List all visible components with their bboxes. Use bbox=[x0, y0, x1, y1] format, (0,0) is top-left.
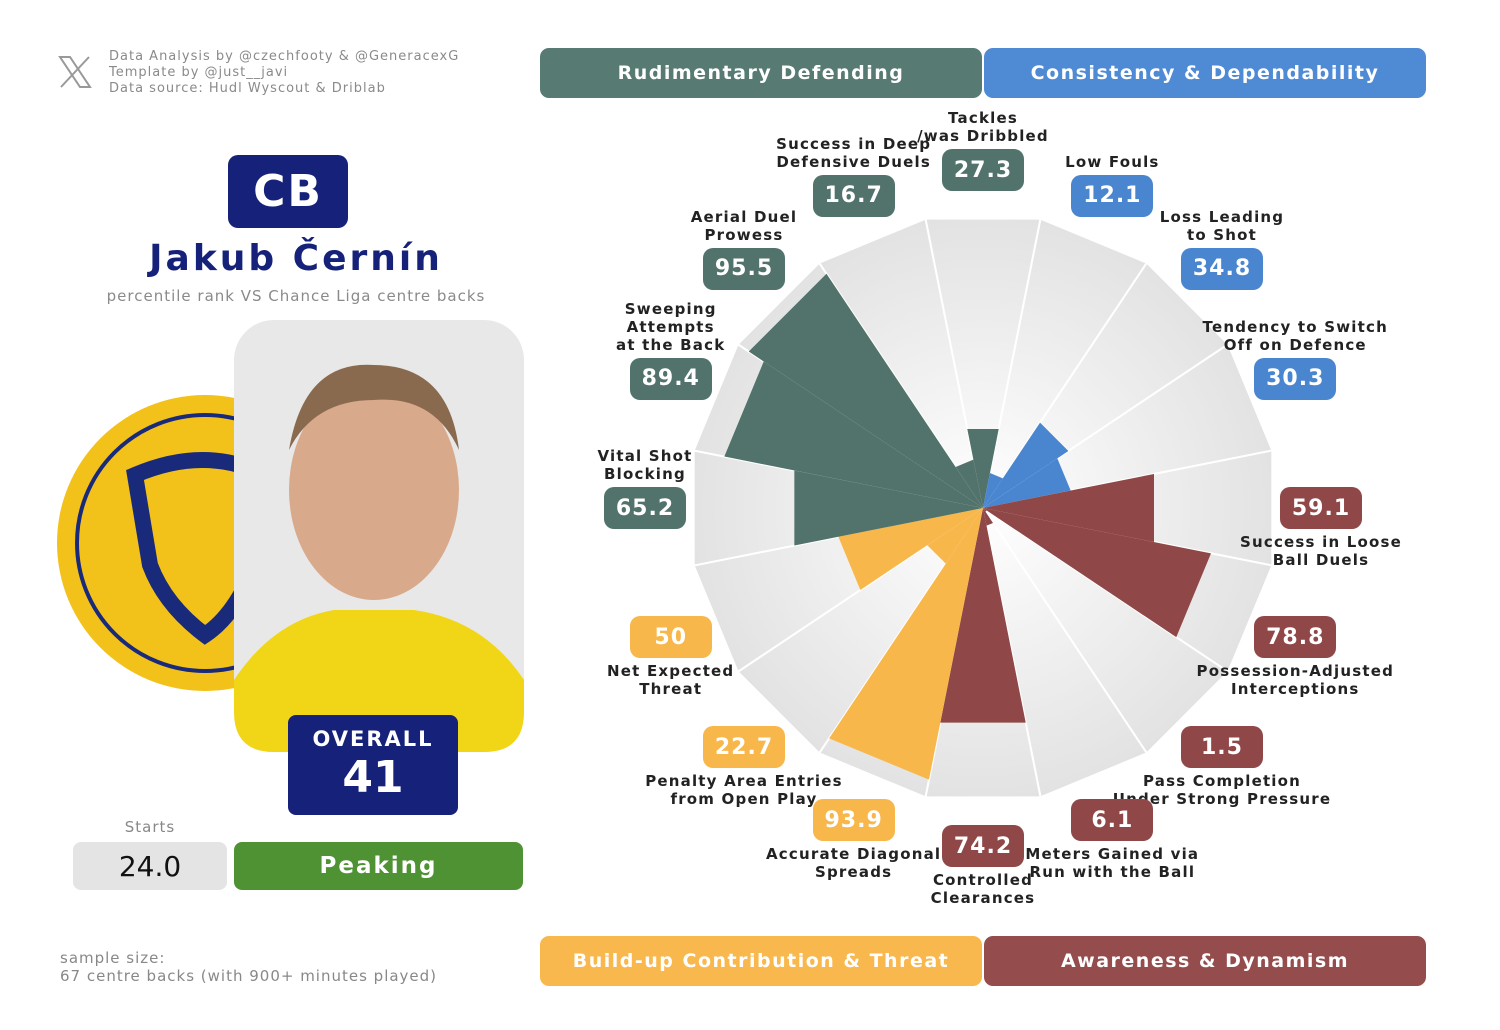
category-label: Tendency to Switch Off on Defence bbox=[1202, 317, 1388, 354]
category-label: Controlled Clearances bbox=[930, 871, 1036, 907]
slice-background bbox=[817, 217, 984, 509]
value-label: 34.8 bbox=[1181, 247, 1263, 290]
position-badge: CB bbox=[228, 155, 348, 228]
category-label: Possession-Adjusted Interceptions bbox=[1196, 662, 1395, 699]
value-label: 1.5 bbox=[1181, 726, 1263, 768]
value-label: 16.7 bbox=[812, 174, 895, 217]
value-label: 59.1 bbox=[1280, 487, 1362, 529]
value-label: 89.4 bbox=[629, 357, 712, 400]
slice bbox=[940, 508, 1026, 723]
overall-box bbox=[288, 715, 458, 815]
slice bbox=[983, 508, 987, 512]
category-label: Penalty Area Entries from Open Play bbox=[645, 772, 843, 808]
overall-value: 41 bbox=[342, 752, 404, 803]
x-logo bbox=[58, 56, 92, 88]
value-label: 27.3 bbox=[942, 149, 1024, 191]
slice bbox=[955, 459, 983, 508]
slice bbox=[838, 508, 983, 590]
sample-text: 67 centre backs (with 900+ minutes playe… bbox=[60, 967, 438, 985]
credit: Data Analysis by @czechfooty & @Generace… bbox=[109, 49, 460, 64]
overall-label: OVERALL bbox=[312, 727, 434, 751]
sample-text: sample size: bbox=[60, 949, 166, 967]
slice bbox=[983, 508, 1211, 638]
value-label: 95.5 bbox=[702, 247, 785, 290]
subtitle: percentile rank VS Chance Liga centre ba… bbox=[106, 287, 486, 305]
slice bbox=[983, 473, 1154, 543]
slice bbox=[829, 508, 983, 780]
value-label: 12.1 bbox=[1071, 174, 1154, 217]
group-header: Rudimentary Defending bbox=[540, 48, 982, 98]
value-label: 30.3 bbox=[1254, 357, 1337, 400]
slice bbox=[794, 470, 983, 546]
group-header: Build-up Contribution & Threat bbox=[540, 936, 982, 986]
group-header: Awareness & Dynamism bbox=[984, 936, 1426, 986]
value-label: 22.7 bbox=[702, 726, 785, 768]
category-label: Loss Leading to Shot bbox=[1159, 207, 1285, 244]
slice bbox=[983, 422, 1069, 508]
value-label: 93.9 bbox=[812, 799, 895, 842]
player-name: Jakub Černín bbox=[149, 238, 443, 279]
slice bbox=[967, 429, 999, 508]
value-label: 65.2 bbox=[604, 487, 686, 529]
category-label: Aerial Duel Prowess bbox=[690, 207, 798, 244]
category-label: Meters Gained via Run with the Ball bbox=[1025, 845, 1200, 882]
category-label: Net Expected Threat bbox=[607, 662, 735, 699]
value-label: 6.1 bbox=[1071, 799, 1154, 842]
value-label: 78.8 bbox=[1254, 616, 1337, 659]
form-badge: Peaking bbox=[234, 842, 523, 890]
category-label: Vital Shot Blocking bbox=[597, 447, 693, 483]
starts-label: Starts bbox=[124, 818, 176, 836]
value-label: 74.2 bbox=[942, 825, 1024, 867]
category-label: Low Fouls bbox=[1065, 152, 1160, 171]
category-label: Accurate Diagonal Spreads bbox=[766, 845, 942, 882]
slice bbox=[983, 472, 1003, 508]
category-label: Sweeping Attempts at the Back bbox=[616, 299, 726, 354]
slice bbox=[927, 508, 983, 564]
group-header: Consistency & Dependability bbox=[984, 48, 1426, 98]
value-label: 50 bbox=[629, 616, 712, 659]
category-label: Success in Deep Defensive Duels bbox=[776, 134, 932, 171]
credit: Data source: Hudl Wyscout & Driblab bbox=[109, 81, 386, 96]
category-label: Success in Loose Ball Duels bbox=[1239, 533, 1403, 569]
slice bbox=[748, 273, 983, 508]
category-label: Pass Completion Under Strong Pressure bbox=[1113, 772, 1332, 808]
slice bbox=[983, 508, 993, 526]
slice bbox=[983, 458, 1071, 508]
starts-value: 24.0 bbox=[73, 842, 227, 890]
slice bbox=[724, 361, 983, 508]
category-label: Tackles /was Dribbled bbox=[917, 109, 1049, 145]
credit: Template by @just__javi bbox=[109, 65, 289, 80]
